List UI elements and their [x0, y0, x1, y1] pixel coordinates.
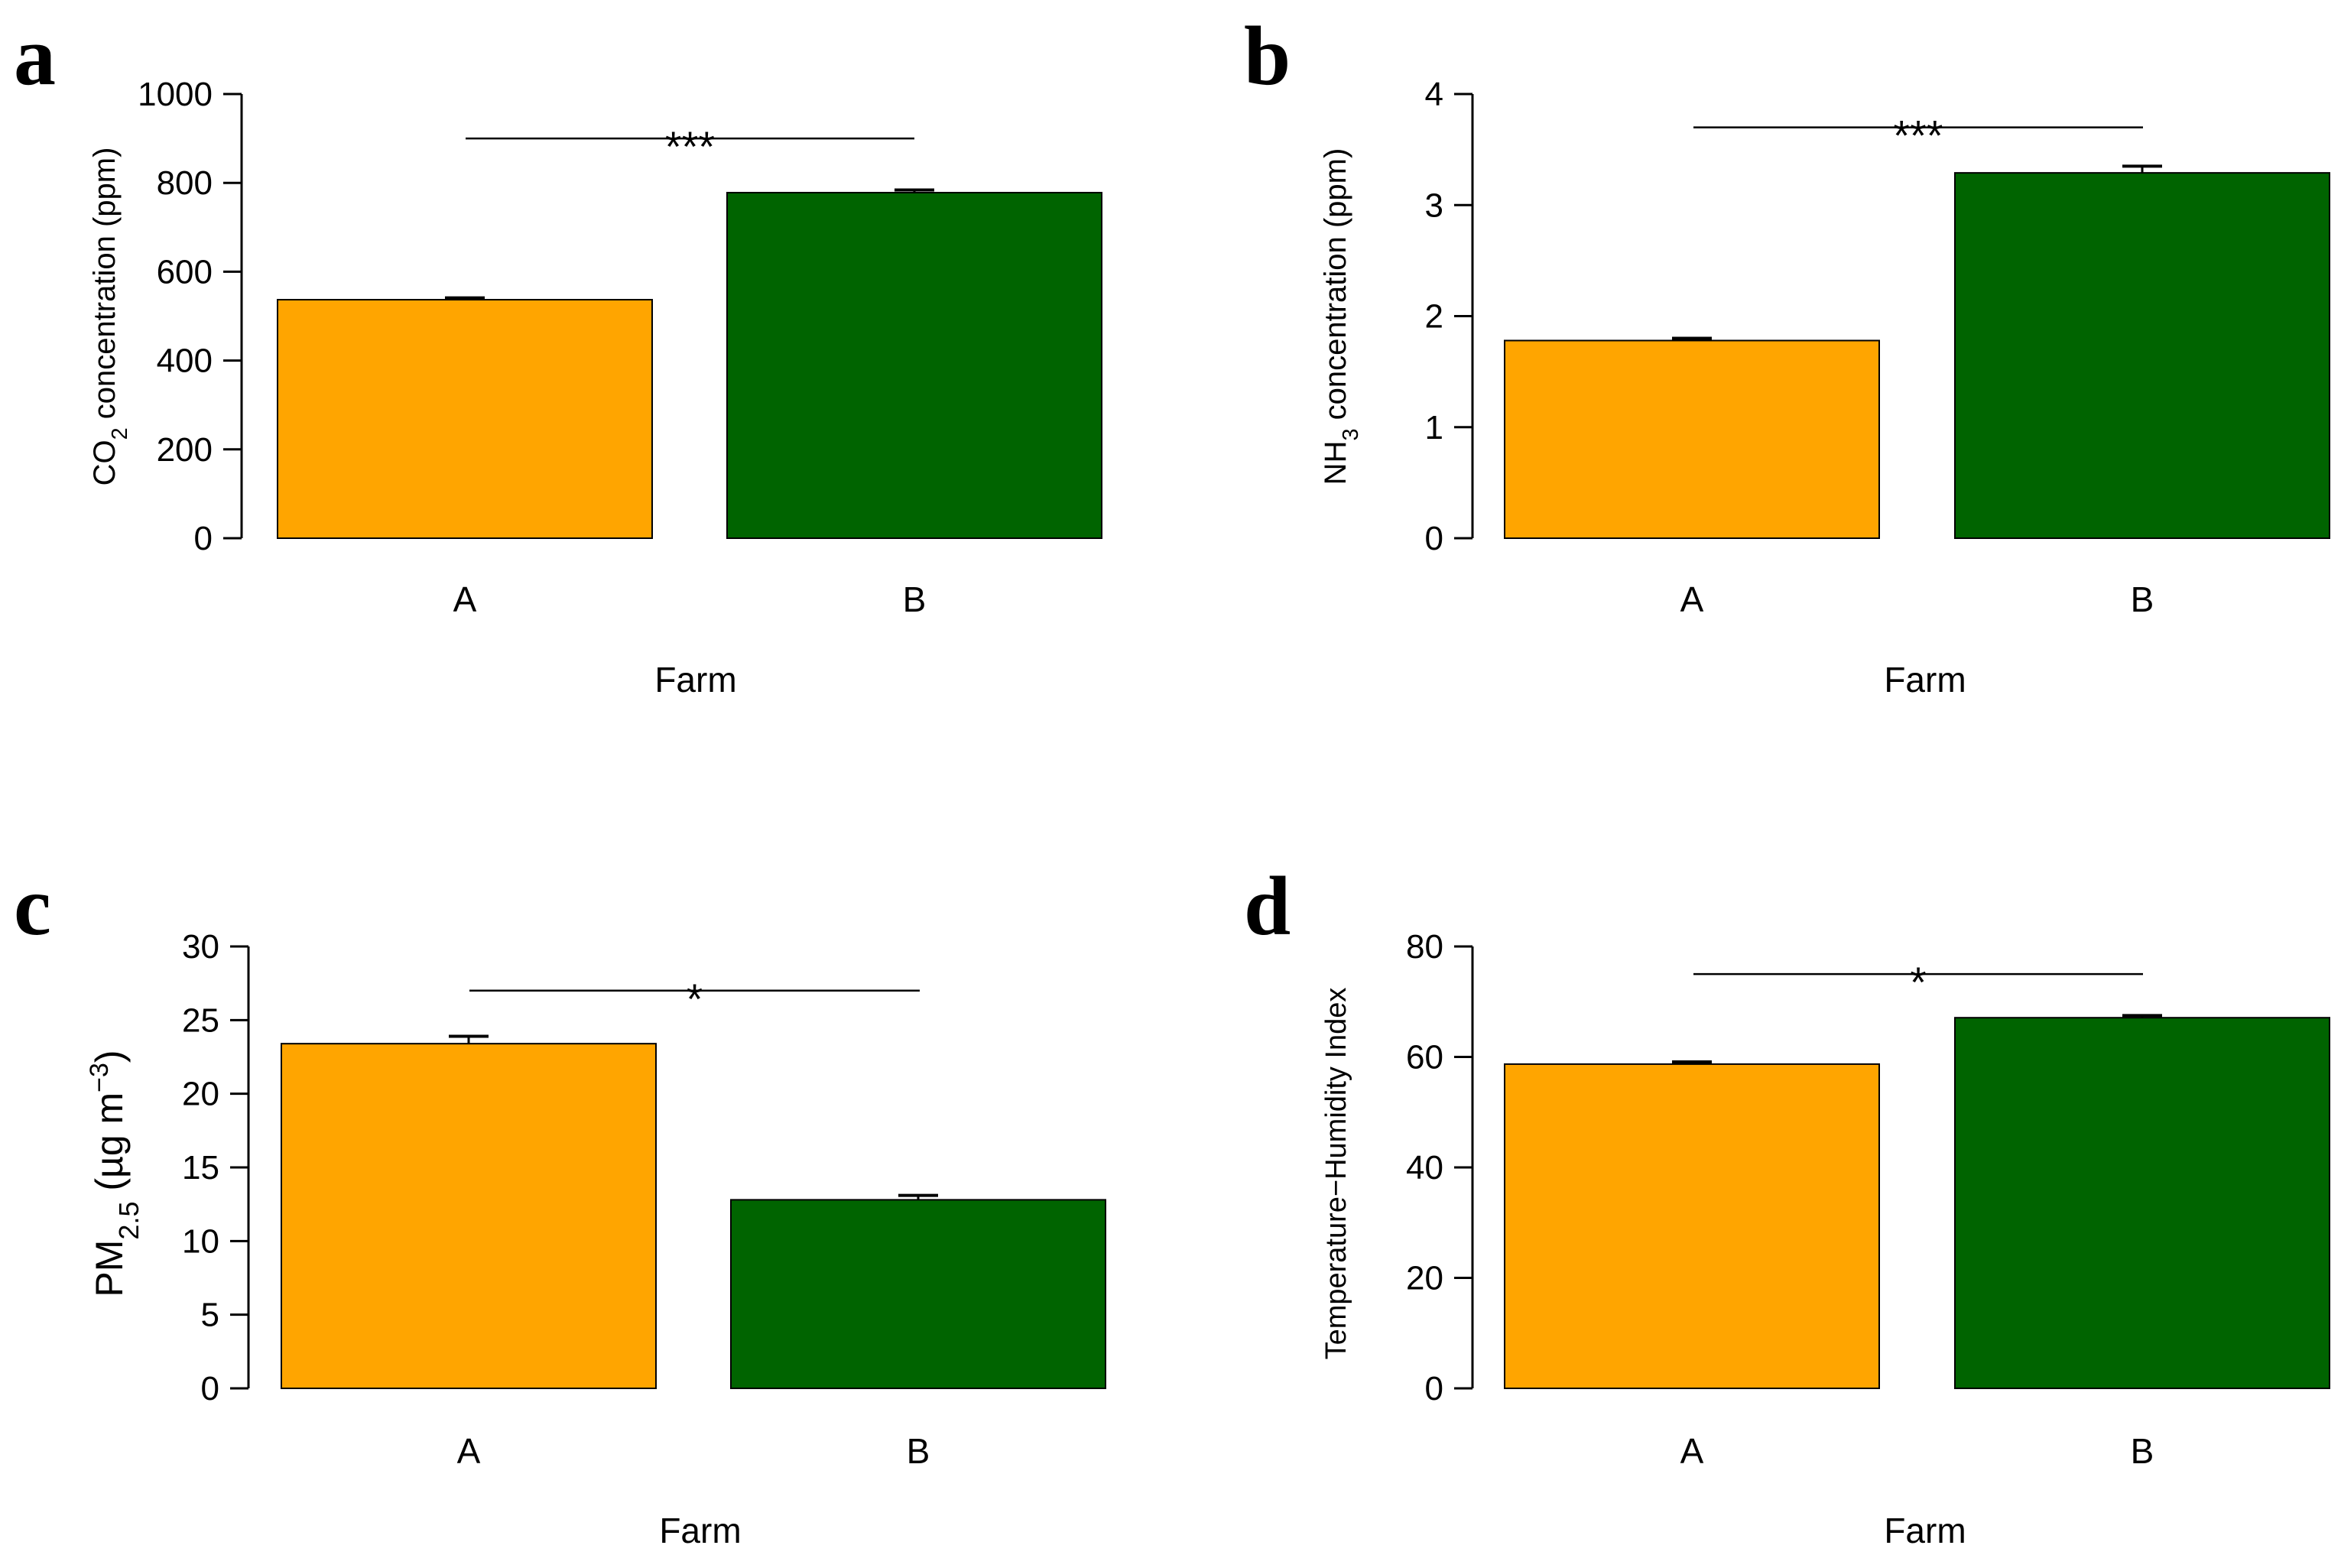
y-axis-title: Temperature−Humidity Index	[1320, 988, 1352, 1360]
y-tick-label: 10	[182, 1222, 219, 1260]
panel-d: d 0 20 40 60 80 A B * Farm Temperature−Humidity In…	[1244, 859, 2330, 1550]
y-axis-title-main: PM	[88, 1240, 131, 1297]
bar-farm-b	[1954, 1017, 2330, 1389]
y-tick-label: 0	[1425, 520, 1443, 557]
significance-label: ***	[1893, 112, 1943, 160]
y-axis-title-main: NH	[1319, 441, 1352, 485]
y-axis-title: CO2 concentration (ppm)	[88, 148, 132, 486]
y-axis-title-main: Temperature−Humidity Index	[1320, 988, 1352, 1360]
x-tick-label: A	[457, 1431, 481, 1471]
bar-farm-b	[726, 191, 1102, 539]
y-axis-title-subscript: 2.5	[113, 1202, 144, 1240]
y-axis-title-rest: concentration (ppm)	[1319, 148, 1352, 429]
y-tick-label: 20	[182, 1076, 219, 1113]
y-tick-label: 4	[1425, 76, 1443, 113]
panel-letter: b	[1244, 9, 1291, 102]
y-tick-label: 80	[1406, 928, 1443, 966]
bar-farm-b	[1954, 172, 2330, 539]
y-tick-label: 400	[157, 342, 213, 380]
y-tick-label: 200	[157, 431, 213, 469]
y-tick-label: 800	[157, 164, 213, 202]
significance-label: *	[1910, 958, 1927, 1006]
y-axis-title-subscript: 2	[108, 427, 132, 440]
y-tick-label: 3	[1425, 187, 1443, 224]
y-axis-title-superscript: −3	[85, 1063, 114, 1092]
y-tick-label: 2	[1425, 298, 1443, 336]
x-tick-label: B	[2131, 579, 2154, 619]
x-axis-title: Farm	[1884, 1511, 1966, 1550]
x-tick-label: B	[907, 1431, 930, 1471]
panel-letter: c	[14, 859, 51, 953]
y-tick-label: 25	[182, 1002, 219, 1039]
panel-c: c 0 5 10 15 20 25 30 A B * Farm PM2.5 (µg m−3)	[14, 859, 1106, 1550]
x-axis-title: Farm	[654, 660, 736, 700]
significance-label: *	[687, 975, 703, 1023]
significance-label: ***	[665, 122, 715, 170]
panel-letter: a	[14, 9, 56, 102]
bar-farm-a	[277, 299, 653, 539]
bar-farm-b	[730, 1199, 1106, 1390]
y-axis-title: NH3 concentration (ppm)	[1319, 148, 1363, 485]
y-tick-label: 60	[1406, 1039, 1443, 1076]
y-tick-label: 15	[182, 1149, 219, 1187]
y-tick-label: 0	[201, 1370, 219, 1407]
bar-farm-a	[281, 1043, 657, 1390]
x-axis-title: Farm	[1884, 660, 1966, 700]
y-axis-title-main: CO	[88, 440, 122, 485]
bar-farm-a	[1504, 1063, 1880, 1389]
panel-letter: d	[1244, 859, 1291, 953]
x-tick-label: A	[1680, 1431, 1704, 1471]
x-tick-label: B	[2131, 1431, 2154, 1471]
y-tick-label: 5	[201, 1297, 219, 1334]
y-tick-label: 1	[1425, 409, 1443, 446]
y-tick-label: 600	[157, 253, 213, 291]
y-axis-title-close: )	[88, 1050, 131, 1063]
x-axis-title: Farm	[659, 1511, 741, 1550]
x-tick-label: B	[903, 579, 927, 619]
y-tick-label: 30	[182, 928, 219, 966]
x-tick-label: A	[1680, 579, 1704, 619]
y-tick-label: 1000	[138, 76, 213, 113]
y-axis-title-rest: concentration (ppm)	[88, 148, 122, 428]
y-axis-title: PM2.5 (µg m−3)	[85, 1050, 144, 1297]
y-tick-label: 40	[1406, 1149, 1443, 1187]
y-tick-label: 0	[1425, 1370, 1443, 1407]
y-axis-title-subscript: 3	[1339, 429, 1363, 441]
bar-farm-a	[1504, 339, 1880, 539]
y-tick-label: 0	[194, 520, 213, 557]
panel-a: a 0 200 400 600 800 1000 A B *** Farm CO2 concentra…	[14, 9, 1102, 700]
x-tick-label: A	[453, 579, 477, 619]
y-axis-title-rest: (µg m	[88, 1092, 131, 1202]
y-tick-label: 20	[1406, 1260, 1443, 1297]
